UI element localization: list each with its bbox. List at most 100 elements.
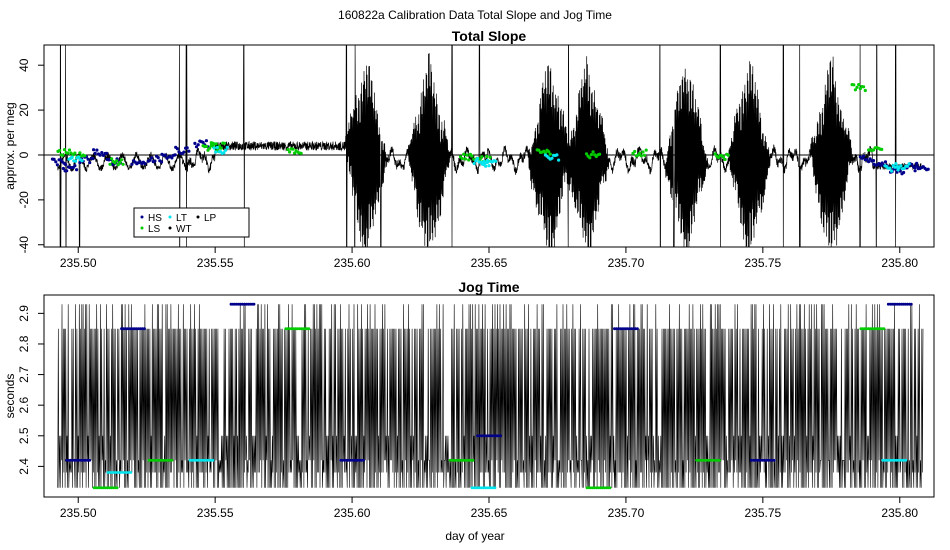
total-slope-point-lt [80, 159, 84, 163]
jog-time-x-tick-label: 235.50 [60, 506, 97, 520]
total-slope-point-hs [153, 159, 157, 163]
total-slope-y-tick-label: -40 [17, 236, 31, 254]
total-slope-x-tick-label: 235.70 [608, 256, 645, 270]
jog-time-point-hs [761, 458, 765, 462]
jog-time-point-hs [362, 458, 365, 462]
total-slope-point-ls [462, 152, 466, 156]
jog-time-point-hs [749, 458, 753, 462]
total-slope-point-ls [288, 150, 292, 154]
total-slope-point-hs [159, 160, 164, 164]
total-slope-point-hs [871, 159, 876, 163]
total-slope-point-ls [62, 148, 67, 152]
total-slope-point-ls [723, 157, 727, 162]
jog-time-point-hs [481, 434, 485, 438]
total-slope-point-ls [633, 149, 637, 154]
total-slope-point-ls [713, 152, 717, 156]
jog-time-x-axis: 235.50 235.55 235.60 235.65 235.70 235.75 235.… [60, 497, 918, 520]
total-slope-point-lt [888, 166, 892, 170]
total-slope-point-ls [584, 152, 589, 156]
total-slope-point-hs [73, 164, 77, 168]
total-slope-point-ls [69, 151, 73, 155]
jog-time-point-ls [714, 458, 718, 462]
total-slope-point-ls [208, 146, 212, 150]
total-slope-point-hs [92, 148, 96, 152]
total-slope-point-lt [550, 156, 554, 160]
total-slope-point-ls [470, 154, 474, 158]
legend-label-ls: LS [148, 224, 161, 235]
jog-time-y-tick-label: 2.6 [17, 397, 31, 414]
total-slope-point-ls [78, 151, 82, 155]
jog-time-point-ls [608, 486, 612, 490]
total-slope-point-hs [55, 163, 60, 167]
total-slope-point-ls [862, 85, 866, 89]
x-axis-label: day of year [445, 529, 504, 543]
legend-label-lp: LP [204, 213, 217, 224]
jog-time-y-tick-label: 2.7 [17, 366, 31, 383]
total-slope-point-hs [65, 169, 69, 173]
total-slope-point-hs [91, 157, 95, 161]
total-slope-point-ls [591, 150, 595, 154]
total-slope-panel: Total Slope approx. per meg 235.50 235.55… [3, 28, 935, 270]
jog-time-point-ls [299, 327, 303, 331]
jog-time-point-lt [887, 458, 890, 462]
jog-time-point-ls [865, 327, 868, 331]
total-slope-point-hs [148, 158, 152, 162]
total-slope-point-lt [225, 145, 229, 149]
jog-time-y-tick-label: 2.5 [17, 427, 31, 444]
total-slope-point-hs [880, 161, 884, 165]
total-slope-point-lt [899, 164, 903, 168]
legend-marker-lp [196, 215, 200, 219]
legend-marker-ls [140, 226, 144, 230]
total-slope-point-hs [93, 151, 97, 155]
jog-time-point-lt [493, 486, 497, 490]
total-slope-point-ls [73, 151, 77, 155]
jog-time-point-hs [88, 458, 92, 462]
total-slope-y-axis: -40 -20 0 20 40 [17, 58, 44, 253]
total-slope-point-hs [61, 166, 65, 171]
total-slope-point-lt [902, 166, 906, 171]
total-slope-point-hs [175, 147, 179, 151]
total-slope-point-ls [857, 83, 861, 87]
jog-time-point-hs [614, 327, 618, 331]
total-slope-point-lt [484, 164, 488, 168]
legend-marker-hs [140, 215, 144, 219]
total-slope-point-ls [726, 153, 730, 157]
total-slope-point-hs [182, 150, 186, 154]
jog-time-point-hs [135, 327, 139, 331]
jog-time-point-hs [636, 327, 639, 331]
jog-time-point-ls [718, 458, 721, 462]
total-slope-point-lt [212, 146, 216, 150]
total-slope-point-hs [130, 162, 134, 166]
total-slope-point-hs [913, 169, 917, 173]
total-slope-point-ls [118, 160, 122, 165]
total-slope-point-hs [100, 151, 104, 155]
jog-time-point-lt [209, 458, 213, 462]
jog-time-point-lt [110, 471, 113, 474]
total-slope-point-ls [639, 154, 643, 158]
jog-time-point-lt [198, 458, 201, 462]
total-slope-point-lt [77, 155, 81, 159]
total-slope-x-tick-label: 235.60 [334, 256, 371, 270]
total-slope-point-ls [61, 153, 65, 157]
total-slope-point-ls [853, 88, 858, 92]
jog-time-point-ls [597, 486, 600, 490]
jog-time-point-hs [626, 327, 630, 331]
jog-time-x-tick-label: 235.70 [608, 506, 645, 520]
total-slope-point-ls [214, 142, 218, 146]
legend-label-wt: WT [176, 224, 192, 235]
total-slope-point-ls [299, 151, 303, 155]
total-slope-point-hs [78, 161, 82, 165]
jog-time-point-hs [491, 434, 495, 438]
total-slope-point-lt [494, 159, 498, 163]
jog-time-y-axis: 2.4 2.5 2.6 2.7 2.8 2.9 [17, 305, 44, 475]
total-slope-point-ls [219, 146, 223, 150]
jog-time-point-hs [772, 458, 776, 462]
total-slope-point-hs [95, 148, 99, 152]
jog-time-point-lt [904, 458, 908, 462]
jog-time-point-lt [484, 486, 487, 490]
total-slope-point-lt [215, 145, 219, 150]
jog-time-point-ls [585, 486, 589, 490]
total-slope-point-hs [915, 161, 919, 165]
total-slope-point-lt [485, 160, 489, 164]
total-slope-point-ls [721, 155, 726, 159]
